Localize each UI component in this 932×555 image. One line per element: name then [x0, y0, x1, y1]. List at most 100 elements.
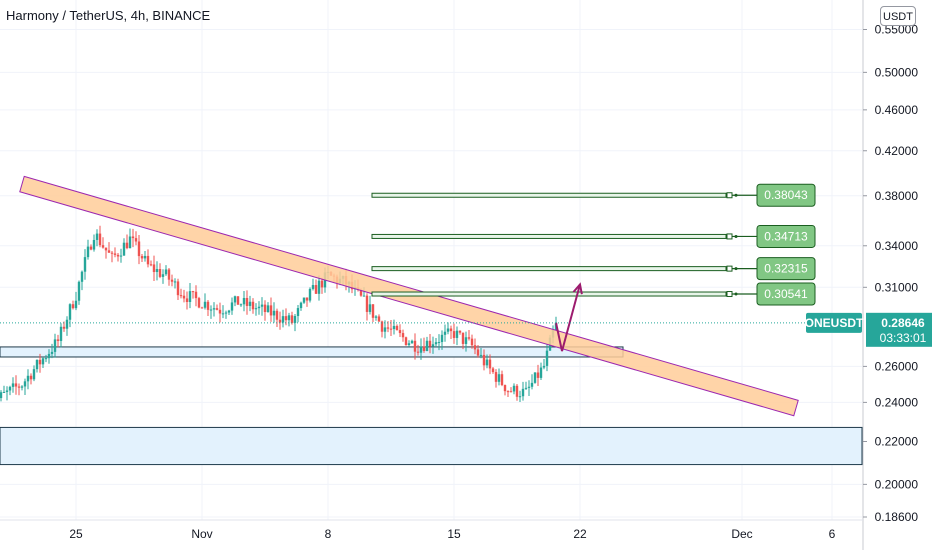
candle-body — [176, 281, 180, 296]
candle-body — [503, 385, 507, 392]
candle-body — [236, 296, 240, 305]
candle-body — [410, 340, 414, 344]
candle-body — [260, 304, 264, 307]
level-handle[interactable] — [726, 233, 733, 240]
projection-arrowhead[interactable] — [572, 282, 583, 295]
candle-body — [44, 358, 48, 360]
candle-body — [2, 391, 6, 393]
candle-body — [8, 386, 12, 391]
candle-body — [215, 308, 219, 310]
candle-body — [449, 328, 453, 332]
horizontal-levels[interactable]: 0.38043 0.34713 0.32315 0.30541 — [371, 183, 816, 306]
price-tick-label: 0.50000 — [875, 65, 919, 79]
candle-body — [74, 300, 78, 309]
candle-body — [200, 307, 204, 309]
currency-badge[interactable]: USDT — [880, 6, 916, 26]
candle-body — [119, 255, 123, 257]
candle-body — [146, 255, 150, 265]
candle-body — [239, 304, 243, 306]
candle-body — [77, 281, 81, 301]
time-axis[interactable]: 25 Nov 8 15 22 Dec 6 — [69, 527, 835, 541]
candle-body — [392, 325, 396, 330]
candle-body — [527, 386, 531, 388]
level-label: 0.32315 — [764, 262, 808, 276]
level-label-box[interactable] — [756, 257, 816, 281]
demand-zone[interactable] — [0, 426, 863, 466]
candle-body — [539, 367, 543, 378]
candle-body — [404, 337, 408, 346]
time-tick-label: 25 — [69, 527, 83, 541]
candle-body — [245, 297, 249, 306]
candle-body — [227, 310, 231, 313]
candle-body — [254, 308, 258, 310]
candle-body — [521, 388, 525, 397]
candle-body — [101, 245, 105, 248]
level-label-box[interactable] — [756, 282, 816, 306]
projection-line[interactable] — [555, 284, 581, 352]
candle-body — [365, 295, 369, 312]
level-bar[interactable] — [371, 291, 727, 297]
candle-body — [509, 391, 513, 393]
level-bar[interactable] — [371, 192, 727, 198]
symbol-name: ONEUSDT — [805, 316, 864, 330]
candle-body — [485, 359, 489, 366]
candle-body — [155, 269, 159, 273]
level-dot — [734, 292, 738, 296]
level-dot — [734, 234, 738, 238]
candle-body — [212, 308, 216, 310]
time-tick-label: 6 — [829, 527, 836, 541]
candle-body — [305, 297, 309, 301]
candle-body — [455, 330, 459, 338]
candle-body — [458, 330, 462, 333]
level-label-box[interactable] — [756, 183, 816, 207]
level-handle[interactable] — [726, 291, 733, 298]
symbol-box — [806, 312, 862, 333]
candle-body — [50, 351, 54, 354]
candle-body — [89, 246, 93, 250]
candle-body — [467, 337, 471, 339]
candle-body — [506, 391, 510, 393]
candle-body — [386, 327, 390, 329]
candle-body — [233, 296, 237, 303]
candle-body — [452, 331, 456, 338]
candle-body — [407, 343, 411, 346]
candle-body — [443, 331, 447, 335]
candle-body — [272, 310, 276, 316]
level-handle[interactable] — [726, 265, 733, 272]
candle-body — [68, 304, 72, 320]
projection-path[interactable] — [555, 282, 583, 352]
candle-body — [20, 386, 24, 388]
price-axis[interactable]: 0.18600 0.20000 0.22000 0.24000 0.26000 0.310… — [863, 23, 918, 525]
support-zone[interactable] — [0, 346, 624, 358]
price-tick-label: 0.42000 — [875, 144, 919, 158]
symbol-tag: ONEUSDT — [805, 312, 864, 333]
candle-body — [515, 385, 519, 397]
candle-body — [29, 375, 33, 380]
candle-body — [302, 297, 306, 303]
candle-body — [110, 252, 114, 254]
candle-body — [161, 274, 165, 277]
level-bar[interactable] — [371, 266, 727, 272]
candle-body — [32, 369, 36, 380]
candle-body — [149, 264, 153, 266]
price-tick-label: 0.18600 — [875, 510, 919, 524]
candle-body — [320, 280, 324, 288]
candle-body — [104, 247, 108, 251]
candle-body — [296, 308, 300, 317]
candle-body — [137, 241, 141, 257]
candle-body — [86, 246, 90, 258]
level-handle[interactable] — [726, 192, 733, 199]
last-price-value: 0.28646 — [881, 316, 925, 330]
candle-body — [23, 381, 27, 387]
candle-body — [170, 279, 174, 282]
candle-body — [362, 295, 366, 297]
level-label-box[interactable] — [756, 224, 816, 248]
candle-body — [266, 305, 270, 313]
level-label: 0.34713 — [764, 229, 808, 243]
level-bar[interactable] — [371, 233, 727, 239]
candle-body — [473, 345, 477, 350]
candle-body — [224, 312, 228, 314]
candle-body — [92, 239, 96, 250]
